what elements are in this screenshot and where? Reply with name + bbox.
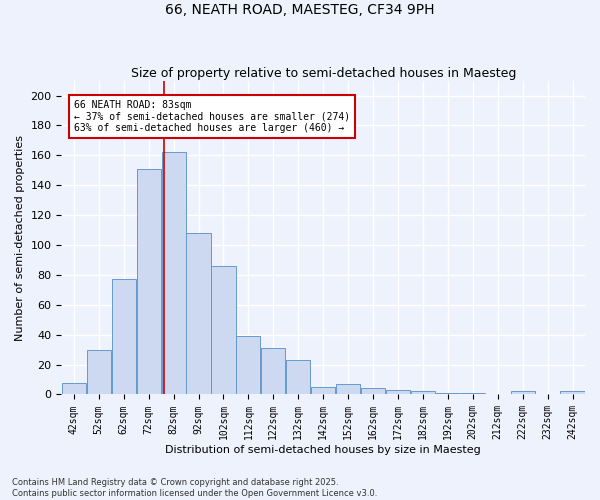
Bar (560, 392, 584, 394)
Bar (112, 280, 136, 394)
Bar (137, 169, 161, 394)
Bar (436, 393, 460, 394)
Bar (261, 348, 286, 395)
Text: Contains HM Land Registry data © Crown copyright and database right 2025.
Contai: Contains HM Land Registry data © Crown c… (12, 478, 377, 498)
Text: 66 NEATH ROAD: 83sqm
← 37% of semi-detached houses are smaller (274)
63% of semi: 66 NEATH ROAD: 83sqm ← 37% of semi-detac… (74, 100, 350, 134)
Bar (361, 388, 385, 394)
Bar (161, 152, 185, 394)
Bar (461, 393, 485, 394)
Bar (311, 387, 335, 394)
Title: Size of property relative to semi-detached houses in Maesteg: Size of property relative to semi-detach… (131, 66, 516, 80)
Text: 66, NEATH ROAD, MAESTEG, CF34 9PH: 66, NEATH ROAD, MAESTEG, CF34 9PH (165, 2, 435, 16)
X-axis label: Distribution of semi-detached houses by size in Maesteg: Distribution of semi-detached houses by … (166, 445, 481, 455)
Bar (62, 382, 86, 394)
Bar (211, 266, 236, 394)
Bar (411, 392, 435, 394)
Bar (87, 350, 111, 395)
Bar (511, 392, 535, 394)
Bar (386, 390, 410, 394)
Y-axis label: Number of semi-detached properties: Number of semi-detached properties (15, 134, 25, 340)
Bar (236, 336, 260, 394)
Bar (187, 233, 211, 394)
Bar (336, 384, 360, 394)
Bar (286, 360, 310, 394)
